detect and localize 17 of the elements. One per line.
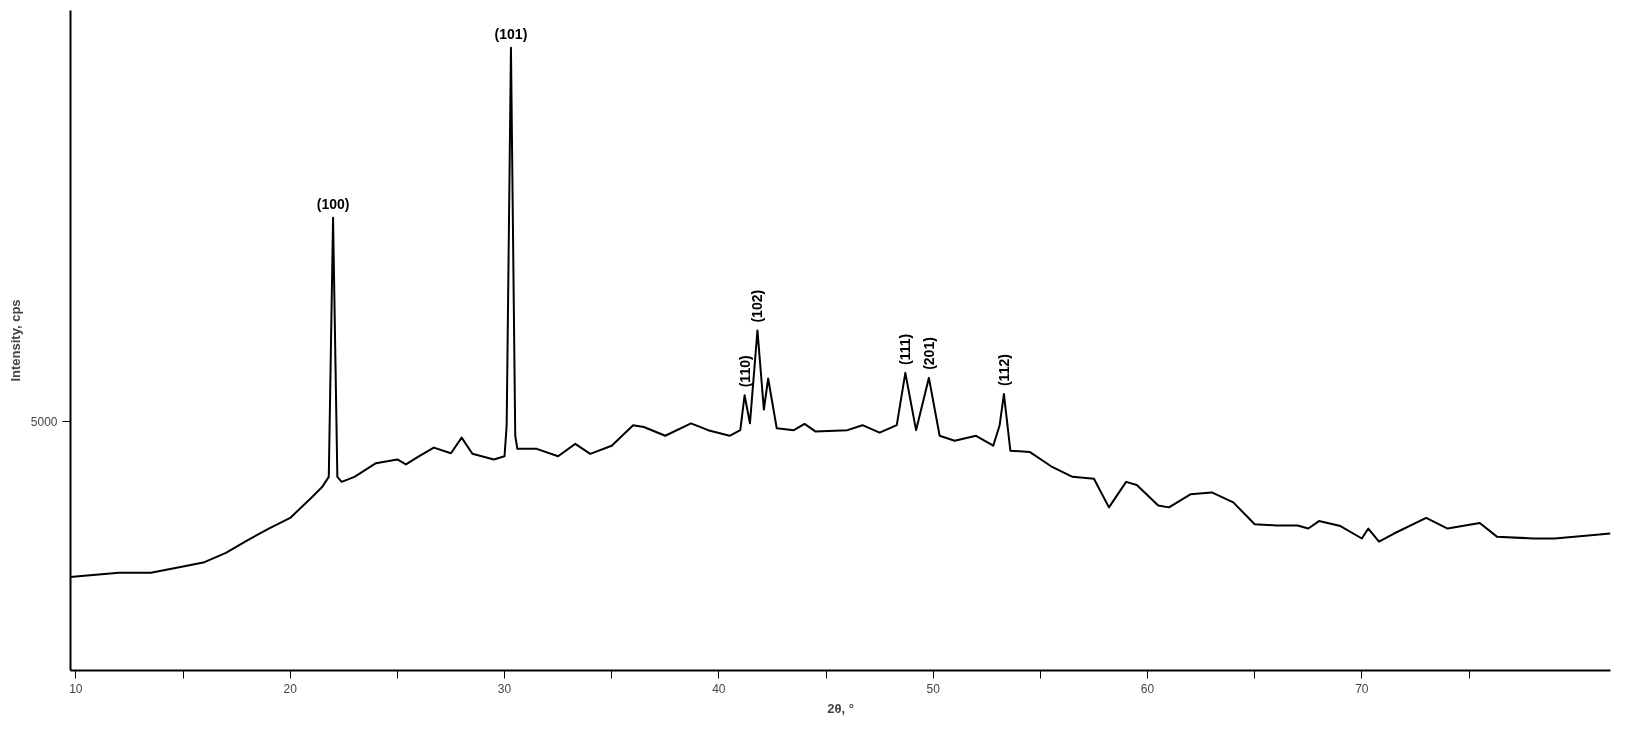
x-tick-label: 30: [497, 681, 512, 696]
x-tick-label: 20: [283, 681, 298, 696]
annotation: (112): [995, 354, 1012, 387]
x-tick-label: 70: [1355, 681, 1369, 696]
annotation: (101): [494, 25, 528, 42]
x-tick-label: 60: [1140, 681, 1155, 696]
x-tick-label: 10: [69, 681, 83, 696]
x-tick-label: 50: [926, 681, 941, 696]
y-axis-title: Intensity, cps: [7, 299, 23, 382]
annotation: (201): [920, 337, 937, 370]
x-tick-label: 40: [712, 681, 726, 696]
annotation: (110): [736, 355, 753, 388]
annotation: (102): [749, 289, 766, 323]
text: 5000: [30, 414, 58, 429]
annotation: (111): [897, 333, 914, 365]
annotation: (100): [316, 195, 350, 212]
x-axis-title: 2θ, °: [827, 700, 854, 716]
